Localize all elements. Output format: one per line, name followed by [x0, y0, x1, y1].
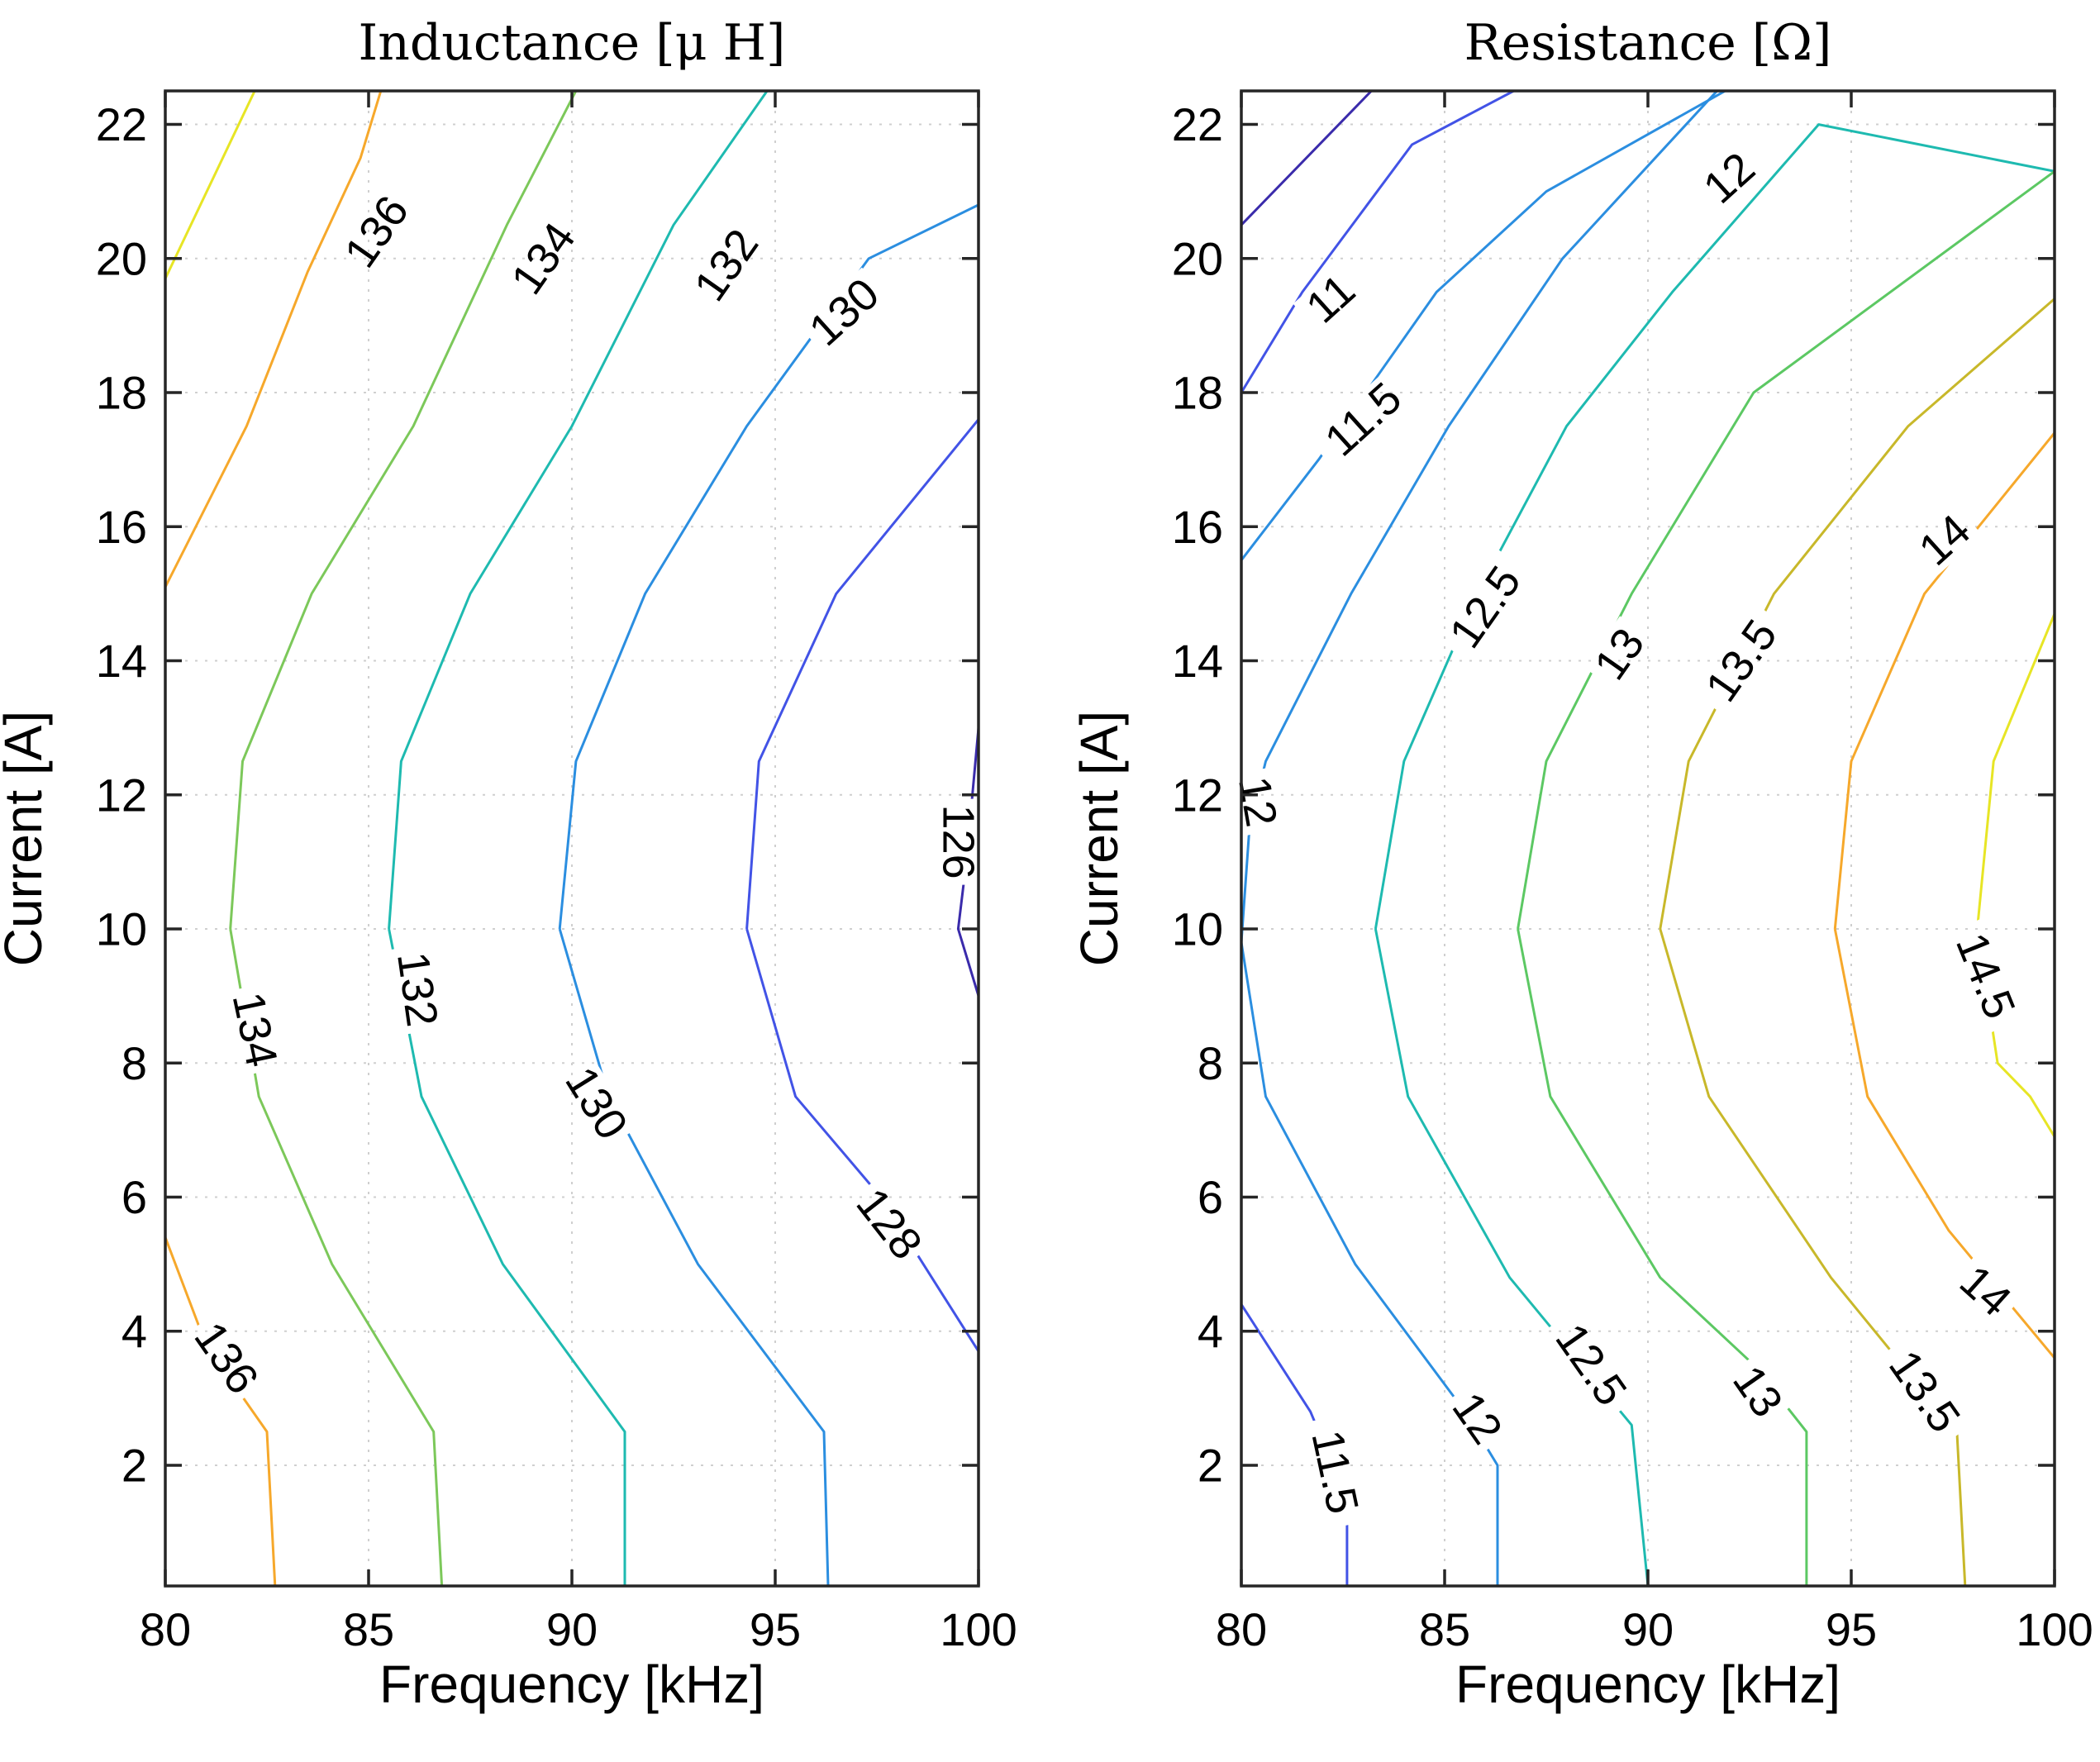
contour-label: 126: [933, 805, 983, 879]
y-tick-label: 16: [1172, 501, 1223, 553]
contour-line-13: [1517, 170, 2055, 930]
contour-line-130: [558, 203, 979, 930]
contour-line-132: [388, 928, 626, 1586]
contour-lines: [1241, 91, 2055, 1586]
y-tick-label: 2: [121, 1439, 147, 1491]
y-tick-label: 22: [1172, 98, 1223, 150]
y-tick-label: 22: [96, 98, 147, 150]
y-tick-label: 4: [1198, 1305, 1223, 1357]
x-tick-label: 95: [1826, 1603, 1877, 1655]
y-tick-label: 8: [121, 1037, 147, 1089]
contour-line-11: [1241, 91, 1515, 393]
contour-line-136: [165, 1236, 277, 1586]
contour-line-12-5: [1374, 123, 2055, 930]
x-tick-label: 100: [2016, 1603, 2093, 1655]
x-tick-label: 90: [546, 1603, 598, 1655]
y-tick-label: 14: [1172, 635, 1223, 687]
grid-lines: [1241, 91, 2055, 1586]
contour-line-10-5: [1241, 91, 1373, 226]
y-tick-label: 6: [1198, 1171, 1223, 1223]
contour-line-134: [229, 91, 578, 930]
y-tick-label: 10: [96, 903, 147, 955]
y-axis-label: Current [A]: [1069, 711, 1129, 966]
contour-lines: [165, 91, 979, 1586]
x-tick-label: 80: [1216, 1603, 1267, 1655]
x-axis-label: Frequency [kHz]: [1455, 1655, 1840, 1714]
contour-line-14: [1833, 928, 2055, 1360]
x-tick-label: 90: [1622, 1603, 1674, 1655]
x-tick-label: 100: [940, 1603, 1017, 1655]
y-tick-label: 18: [1172, 367, 1223, 419]
tick-marks: [1240, 91, 2056, 1586]
y-tick-label: 20: [1172, 232, 1223, 284]
contour-line-13-5: [1659, 928, 1967, 1586]
y-tick-label: 10: [1172, 903, 1223, 955]
contour-line-11-5: [1241, 1303, 1349, 1586]
y-tick-label: 16: [96, 501, 147, 553]
contour-line-132: [388, 91, 769, 930]
contour-line-13-5: [1659, 298, 2055, 930]
contour-line-12: [1241, 941, 1499, 1586]
y-tick-label: 14: [96, 635, 147, 687]
contour-line-128: [745, 928, 979, 1352]
contour-line-12-5: [1374, 928, 1650, 1586]
contour-line-134: [229, 928, 444, 1586]
y-tick-label: 4: [121, 1305, 147, 1357]
y-tick-label: 18: [96, 367, 147, 419]
contour-line-14: [1833, 431, 2055, 930]
y-tick-label: 12: [1172, 769, 1223, 821]
x-tick-label: 95: [750, 1603, 801, 1655]
contour-line-130: [558, 928, 830, 1586]
chart-title: Inductance [μ H]: [359, 14, 786, 72]
contour-label: 132: [388, 949, 447, 1030]
contour-line-128: [745, 418, 979, 930]
contour-label: 12: [1229, 773, 1287, 831]
contour-line-13: [1517, 928, 1808, 1586]
contour-line-136: [165, 91, 383, 588]
x-axis-label: Frequency [kHz]: [379, 1655, 764, 1714]
contour-line-12: [1241, 91, 1718, 943]
x-tick-label: 85: [343, 1603, 394, 1655]
x-tick-label: 85: [1419, 1603, 1470, 1655]
contour-line-11-5: [1241, 91, 1726, 561]
contour-line-138: [165, 91, 256, 279]
y-tick-label: 20: [96, 232, 147, 284]
tick-marks: [164, 91, 980, 1586]
y-tick-label: 8: [1198, 1037, 1223, 1089]
contour-line-14-5: [1976, 613, 2055, 1138]
y-tick-label: 12: [96, 769, 147, 821]
y-tick-label: 6: [121, 1171, 147, 1223]
y-tick-label: 2: [1198, 1439, 1223, 1491]
x-tick-label: 80: [140, 1603, 191, 1655]
y-axis-label: Current [A]: [0, 711, 53, 966]
chart-title: Resistance [Ω]: [1464, 14, 1832, 72]
resistance-contour-plot: 1111.511.512121212.512.5131313.513.51414…: [1069, 14, 2093, 1714]
grid-lines: [165, 91, 979, 1586]
